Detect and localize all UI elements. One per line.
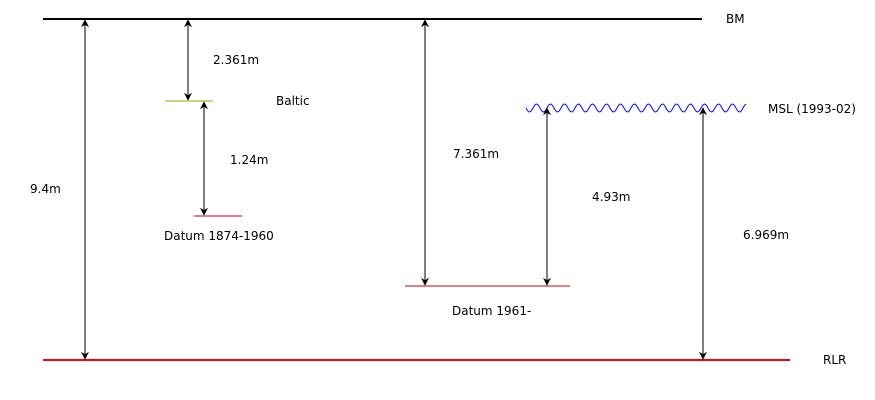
label-datum-1874: Datum 1874-1960 [164,229,274,243]
value-msl-to-rlr: 6.969m [743,228,789,242]
label-datum-1961: Datum 1961- [452,304,531,318]
label-bm: BM [726,12,745,26]
value-msl-to-datum-1961: 4.93m [592,190,630,204]
label-baltic: Baltic [276,94,310,108]
value-bm-to-rlr: 9.4m [30,182,61,196]
label-msl: MSL (1993-02) [768,102,856,116]
label-rlr: RLR [823,353,846,367]
value-baltic-to-datum-1874: 1.24m [230,153,268,167]
value-bm-to-baltic: 2.361m [213,53,259,67]
value-bm-to-datum-1961: 7.361m [453,147,499,161]
msl-wave [525,103,747,113]
